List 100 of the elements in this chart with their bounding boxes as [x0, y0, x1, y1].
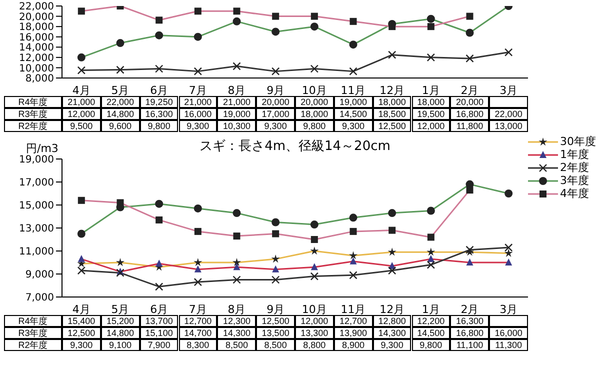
data-label: 9,300 — [334, 120, 373, 132]
y-tick-label: 7,000 — [25, 292, 54, 304]
y-tick-label: 17,000 — [19, 178, 54, 189]
data-label: 19,000 — [334, 96, 373, 108]
data-label: 16,300 — [140, 108, 178, 120]
data-label: 9,300 — [372, 339, 412, 351]
data-label: 19,000 — [217, 108, 256, 120]
point — [426, 53, 436, 62]
x-tick-label: 9月 — [266, 84, 285, 97]
x-tick-label: 12月 — [380, 302, 405, 316]
x-tick-label: 6月 — [150, 302, 168, 316]
y-tick-label: 16,000 — [19, 32, 54, 44]
data-label: 13,700 — [140, 315, 178, 327]
y-tick-label: 18,000 — [19, 22, 54, 34]
y-tick-label: 10,000 — [19, 63, 54, 74]
data-label: 14,500 — [412, 327, 450, 339]
data-label: 18,000 — [295, 108, 334, 120]
category-label: R4年度 — [18, 316, 48, 326]
point — [466, 54, 474, 63]
point — [232, 276, 241, 284]
data-label: 21,000 — [217, 96, 256, 108]
data-label: 12,000 — [62, 108, 101, 120]
data-label: 11,800 — [450, 120, 490, 132]
data-label: 20,000 — [256, 96, 295, 108]
x-tick-label: 9月 — [266, 302, 285, 316]
data-label: 9,800 — [412, 339, 450, 351]
data-label: 8,900 — [334, 339, 373, 351]
x-tick-label: 3月 — [500, 84, 518, 97]
data-label: 7,900 — [140, 339, 178, 351]
data-label: 18,500 — [372, 108, 412, 120]
data-label: 16,800 — [450, 327, 490, 339]
data-label: 12,000 — [412, 120, 450, 132]
point — [426, 260, 436, 269]
category-label: R2年度 — [18, 121, 48, 131]
data-label: 18,000 — [412, 96, 450, 108]
data-label: 12,700 — [334, 315, 373, 327]
data-label: 16,000 — [489, 327, 528, 339]
point — [388, 50, 396, 59]
y-tick-label: 19,000 — [19, 154, 54, 166]
point — [154, 282, 164, 291]
data-label: 12,500 — [372, 120, 412, 132]
data-label: 21,000 — [178, 96, 218, 108]
data-label: 8,300 — [178, 339, 218, 351]
point — [504, 48, 513, 56]
data-label: 12,500 — [62, 327, 101, 339]
point — [349, 67, 358, 76]
data-label: 16,800 — [450, 108, 490, 120]
data-label: 14,800 — [100, 327, 140, 339]
data-label: 16,000 — [178, 108, 218, 120]
data-label: 9,500 — [62, 120, 101, 132]
x-tick-label: 5月 — [111, 84, 130, 97]
x-tick-label: 2月 — [460, 84, 479, 97]
data-label: 13,300 — [295, 327, 334, 339]
data-label: 11,100 — [450, 339, 490, 351]
point — [194, 67, 202, 76]
data-label: 8,500 — [256, 339, 295, 351]
y-tick-label: 13,000 — [19, 224, 54, 235]
data-label: 13,500 — [256, 327, 295, 339]
data-label: 10,300 — [217, 120, 256, 132]
x-tick-label: 11月 — [340, 302, 366, 316]
category-label: R4年度 — [18, 97, 48, 107]
data-label: 15,200 — [100, 315, 140, 327]
data-label: 22,000 — [100, 96, 140, 108]
data-label: 9,800 — [295, 120, 334, 132]
point — [271, 276, 280, 284]
category-label: R3年度 — [18, 328, 48, 338]
point — [388, 266, 396, 275]
x-tick-label: 7月 — [188, 302, 207, 316]
data-label: 22,000 — [489, 108, 528, 120]
y-tick-label: 20,000 — [19, 12, 54, 23]
data-label: 11,300 — [489, 339, 528, 351]
data-label: 15,100 — [140, 327, 178, 339]
category-label: R2年度 — [18, 340, 48, 350]
category-label: R3年度 — [18, 109, 48, 119]
data-label: 14,800 — [100, 108, 140, 120]
x-tick-label: 4月 — [72, 84, 90, 97]
data-label: 15,400 — [62, 315, 101, 327]
data-label: 12,300 — [217, 315, 256, 327]
y-tick-label: 9,000 — [25, 270, 54, 281]
point — [504, 243, 513, 252]
legend-label: 4年度 — [560, 186, 589, 201]
data-label: 13,000 — [489, 120, 528, 132]
y-tick-label: 8,000 — [25, 74, 54, 85]
x-tick-label: 11月 — [340, 84, 366, 97]
y-tick-label: 12,000 — [19, 52, 54, 64]
x-tick-label: 6月 — [150, 84, 168, 97]
point — [77, 266, 86, 275]
data-label: 20,000 — [450, 96, 490, 108]
data-label: 9,100 — [100, 339, 140, 351]
data-label: 16,300 — [450, 315, 490, 327]
y-axis-title: 円/m3 — [26, 141, 58, 155]
x-tick-label: 8月 — [228, 84, 246, 97]
x-tick-label: 12月 — [380, 84, 405, 97]
x-tick-label: 5月 — [111, 302, 130, 316]
x-tick-label: 1月 — [422, 84, 440, 97]
y-tick-label: 11,000 — [19, 246, 54, 258]
legend-label: 1年度 — [560, 147, 589, 162]
x-tick-label: 2月 — [460, 302, 479, 316]
x-tick-label: 10月 — [302, 84, 327, 97]
point — [232, 62, 241, 70]
